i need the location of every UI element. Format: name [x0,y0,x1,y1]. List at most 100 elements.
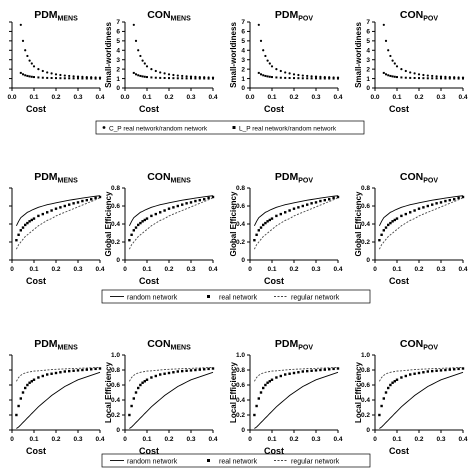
lp-point [30,75,33,78]
real-network-point [301,370,304,373]
lp-point [194,77,197,80]
y-tick-label: 0 [116,85,120,92]
x-tick-label: 0.2 [414,436,423,443]
x-tick-label: 0.2 [51,436,60,443]
x-tick-label: 0 [123,266,127,273]
y-tick-label: 0 [116,257,120,264]
real-network-point [98,367,102,370]
x-tick-label: 0.2 [164,94,173,101]
y-tick-label: 5 [241,38,245,45]
real-network-point [328,368,331,371]
y-axis-label: Global Efficiency [354,191,363,256]
cp-point [426,74,429,77]
cp-point [292,73,296,76]
cp-point [431,74,434,78]
legend-label: random network [127,295,178,302]
lp-point [50,77,53,80]
lp-point [257,71,260,74]
real-network-point [28,220,31,223]
cp-point [54,73,58,76]
cp-point [301,74,304,77]
panel-title-sub: POV [298,178,313,185]
lp-point [404,76,407,79]
x-tick-label: 0.2 [164,436,173,443]
real-network-point [176,204,179,208]
y-tick-label: 0.2 [361,239,370,246]
x-tick-label: 0.1 [392,94,401,101]
real-network-point [41,374,44,378]
lp-point [159,76,162,79]
panel-title: CONPOV [400,171,438,185]
x-tick-label: 0.3 [436,94,445,101]
real-network-point [264,221,267,225]
real-network-point [163,372,166,375]
regular-network-line [128,197,214,250]
cp-point [297,73,300,77]
regular-network-line [379,366,464,382]
lp-point [203,77,206,80]
y-tick-label: 2 [366,66,370,73]
panel-title: PDMPOV [275,9,313,23]
real-network-point [387,223,390,227]
lp-point [301,77,304,80]
real-network-point [26,383,29,387]
real-network-point [417,371,421,375]
real-network-point [444,368,447,372]
x-tick-label: 0.2 [289,436,298,443]
cp-point [30,62,33,65]
legend-box [101,453,371,468]
regular-network-line [15,197,101,250]
panel-title-sub: MENS [171,178,192,185]
lp-point [435,77,438,80]
y-tick-label: 4 [366,47,370,54]
real-network-point [150,214,153,218]
real-network-point [32,378,36,381]
real-network-point [323,198,326,202]
real-network-point [59,371,62,374]
y-tick-label: 1.0 [361,352,370,359]
y-tick-label: 0 [366,257,370,264]
real-network-point [391,220,394,223]
x-tick-label: 0.2 [289,266,298,273]
cp-point [270,65,274,68]
y-axis-label: Global Efficiency [229,191,238,256]
x-tick-label: 0.3 [436,436,445,443]
panel-title-main: PDM [275,9,299,21]
real-network-point [139,221,142,225]
real-network-point [68,203,71,206]
y-tick-label: 0.4 [361,397,370,404]
y-tick-label: 0.8 [111,367,120,374]
panel-title-main: PDM [275,171,299,183]
x-tick-label: 0.1 [29,94,38,101]
lp-point [77,77,79,80]
real-network-point [154,212,157,216]
y-tick-label: 3 [241,57,245,64]
real-network-point [292,207,296,210]
lp-point [185,77,188,80]
lp-point [382,71,385,74]
panel-title: CONMENS [147,9,191,23]
cp-point [279,69,282,73]
lp-point [37,76,40,79]
x-tick-label: 0.4 [458,94,467,101]
lp-point [139,74,142,77]
panel-title-main: PDM [34,338,58,350]
x-tick-label: 0.3 [311,266,320,273]
regular-network-line [129,366,214,382]
lp-point [315,77,317,80]
lp-point [150,76,153,79]
x-tick-label: 0.1 [142,94,151,101]
lp-point [393,75,396,78]
real-network-point [457,196,460,200]
y-tick-label: 7 [366,19,370,26]
real-network-point [284,211,287,214]
legend-dot-icon [102,126,106,129]
y-tick-label: 0 [116,427,120,434]
legend-label: real network [219,295,258,302]
real-network-point [167,207,171,210]
real-network-point [279,374,282,378]
y-tick-label: 0.4 [361,221,370,228]
lp-point [135,73,137,76]
real-network-point [310,202,313,205]
y-tick-label: 1.0 [111,352,120,359]
